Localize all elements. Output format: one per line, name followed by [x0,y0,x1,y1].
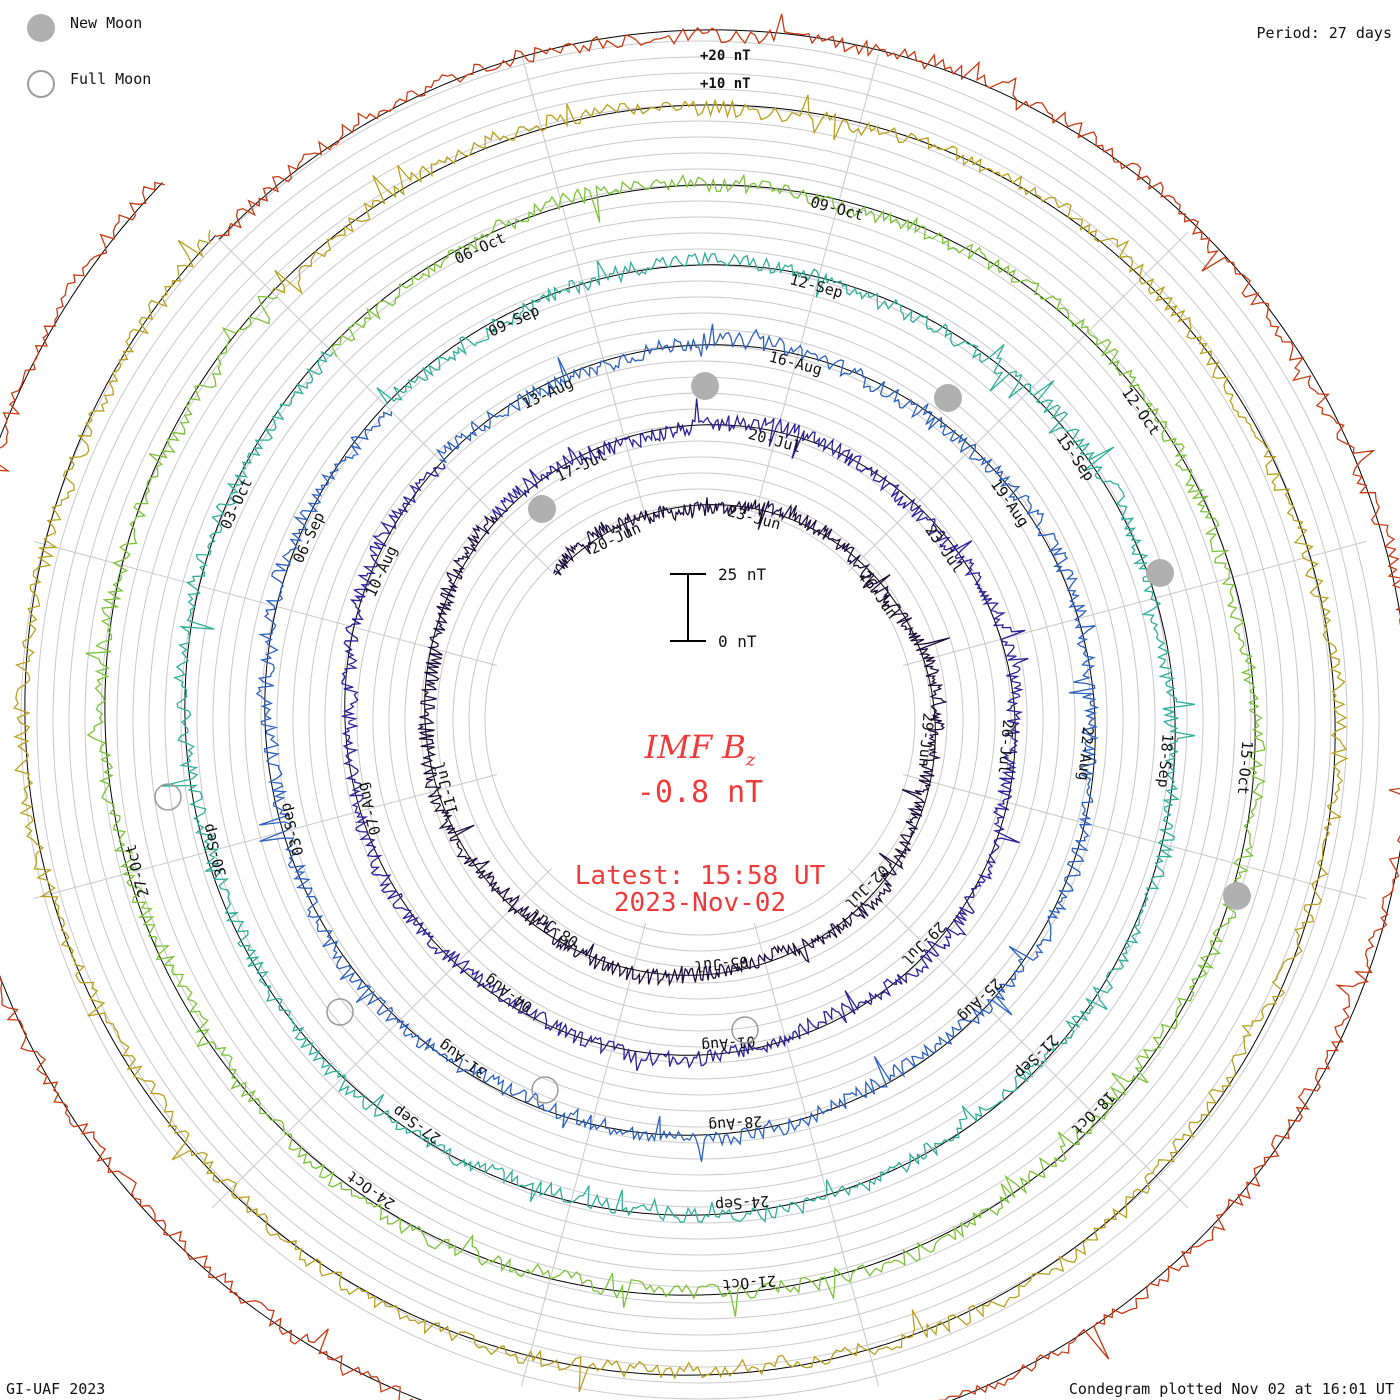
full-moon-marker [326,998,354,1026]
scale-bar-top-label: 25 nT [718,565,767,584]
grid-circle [292,312,1108,1128]
grid-spoke [902,773,1367,900]
full-moon-marker [154,783,182,811]
grid-circle [452,472,948,968]
grid-circle [260,280,1140,1160]
grid-spoke [520,922,647,1387]
new-moon-marker [528,495,556,523]
grid-circle [148,168,1252,1272]
date-label: 26-Jun [856,567,902,622]
date-label: 15-Oct [1234,740,1257,796]
bz-trace-series [341,398,1029,1072]
grid-circle [212,232,1188,1208]
date-label: 09-Sep [486,301,543,340]
date-label: 23-Jul [921,522,967,577]
grid-spoke [33,540,498,667]
baseline-spiral [344,424,1016,1056]
bz-trace-series [416,497,950,987]
period-label: Period: 27 days [1256,24,1392,42]
grid-spoke [211,231,552,572]
latest-date: 2023-Nov-02 [613,888,787,918]
grid-circle [420,440,980,1000]
grid-spoke [902,540,1367,667]
scale-label-plus20: +20 nT [700,48,751,64]
grid-circle [36,56,1364,1384]
latest-time: Latest: 15:58 UT [574,861,826,891]
new-moon-icon [27,14,55,42]
grid-spoke [211,868,552,1209]
date-label: 15-Sep [1052,430,1098,485]
grid-circle [276,296,1124,1144]
date-label: 24-Sep [714,1192,770,1215]
scale-bar-bottom-label: 0 nT [718,632,757,651]
grid-spoke [753,922,880,1387]
date-label: 28-Aug [708,1112,764,1135]
date-label: 13-Aug [519,374,576,413]
bz-trace-series [85,173,1267,1317]
grid-circle [340,360,1060,1080]
date-label: 31-Aug [435,1036,490,1082]
date-label: 20-Jun [587,519,644,558]
scale-label-plus10: +10 nT [700,76,751,92]
bz-trace-series [0,13,1400,1400]
date-label: 01-Aug [701,1032,757,1055]
current-value: -0.8 nT [636,775,764,810]
grid-circle [468,488,932,952]
date-label: 26-Jul [995,719,1018,775]
baseline-spiral [24,104,1336,1376]
date-label: 17-Jul [553,446,610,485]
new-moon-label: New Moon [70,14,143,32]
grid-circle [20,40,1380,1400]
full-moon-marker [731,1016,759,1044]
new-moon-marker [1146,559,1174,587]
date-label: 06-Oct [452,229,509,268]
date-label: 22-Aug [1074,726,1097,782]
footer-plotted: Condegram plotted Nov 02 at 16:01 UT [1068,1380,1394,1398]
grid-spoke [33,773,498,900]
grid-circle [68,88,1332,1352]
date-label: 04-Aug [481,970,536,1016]
bz-trace-series [13,94,1349,1393]
grid-spoke [753,53,880,518]
grid-circle [116,136,1284,1304]
bz-trace-series [161,251,1196,1224]
date-label: 18-Sep [1154,733,1177,789]
grid-spoke [520,53,647,518]
date-label: 23-Jun [726,502,783,533]
grid-circle [196,216,1204,1224]
grid-circle [52,72,1348,1368]
full-moon-marker [531,1076,559,1104]
new-moon-marker [1223,882,1251,910]
baseline-spiral [0,29,1400,1400]
date-label: 29-Jun [915,712,938,768]
baseline-spiral [104,184,1256,1296]
center-title-sub: z [745,749,756,771]
date-label: 10-Aug [362,543,401,600]
bz-trace-series [255,323,1100,1162]
full-moon-label: Full Moon [70,70,152,88]
grid-circle [180,200,1220,1240]
new-moon-marker [934,384,962,412]
footer-credit: GI-UAF 2023 [6,1380,106,1398]
new-moon-marker [691,372,719,400]
date-label: 21-Oct [721,1271,777,1294]
date-label: 05-Jul [694,953,750,976]
center-title-main: IMF B [644,728,746,766]
grid-circle [436,456,964,984]
grid-spoke [848,231,1189,572]
grid-spoke [848,868,1189,1209]
full-moon-icon [27,70,55,98]
center-title: IMF Bz [0,728,1400,770]
